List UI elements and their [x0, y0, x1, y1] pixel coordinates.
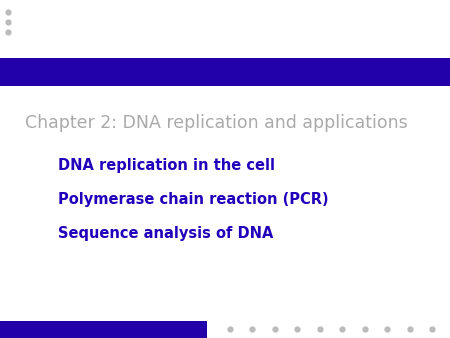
Text: Sequence analysis of DNA: Sequence analysis of DNA	[58, 226, 274, 241]
Text: DNA replication in the cell: DNA replication in the cell	[58, 158, 275, 173]
Text: Chapter 2: DNA replication and applications: Chapter 2: DNA replication and applicati…	[25, 114, 408, 132]
Text: Polymerase chain reaction (PCR): Polymerase chain reaction (PCR)	[58, 192, 329, 207]
Bar	[0, 58, 450, 86]
Bar	[0, 321, 207, 338]
